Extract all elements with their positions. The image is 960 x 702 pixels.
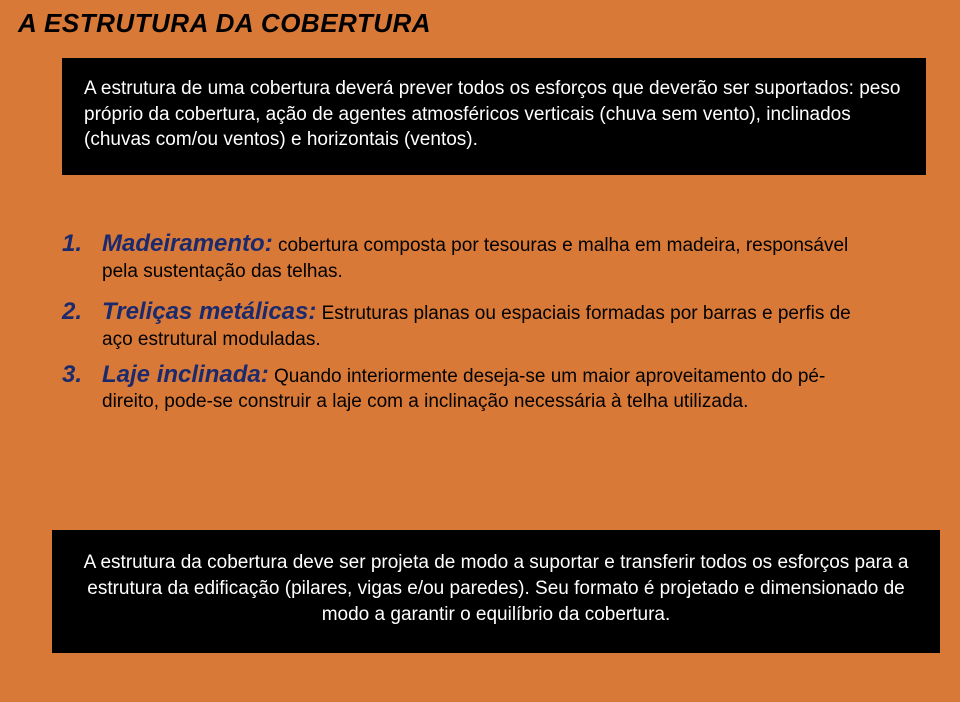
numbered-list: 1. Madeiramento: cobertura composta por … [62,230,882,429]
item-term: Laje inclinada: [102,361,269,388]
page-title: A ESTRUTURA DA COBERTURA [18,8,431,39]
conclusion-paragraph: A estrutura da cobertura deve ser projet… [52,530,940,653]
list-item: 1. Madeiramento: cobertura composta por … [62,230,882,284]
item-body: Treliças metálicas: Estruturas planas ou… [102,298,882,352]
item-body: Madeiramento: cobertura composta por tes… [102,230,882,284]
item-number: 1. [62,230,96,258]
item-number: 3. [62,361,96,389]
list-item: 3. Laje inclinada: Quando interiormente … [62,361,882,415]
intro-paragraph: A estrutura de uma cobertura deverá prev… [62,58,926,175]
slide-page: A ESTRUTURA DA COBERTURA A estrutura de … [0,0,960,702]
item-term: Treliças metálicas: [102,298,316,325]
item-number: 2. [62,298,96,326]
item-body: Laje inclinada: Quando interiormente des… [102,361,882,415]
list-item: 2. Treliças metálicas: Estruturas planas… [62,298,882,352]
item-term: Madeiramento: [102,230,273,257]
